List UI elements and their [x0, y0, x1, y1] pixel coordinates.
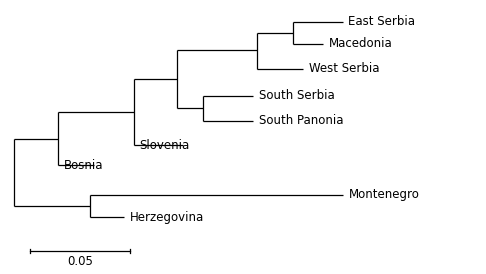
Text: Herzegovina: Herzegovina — [130, 211, 204, 224]
Text: West Serbia: West Serbia — [309, 62, 379, 75]
Text: South Serbia: South Serbia — [259, 89, 335, 102]
Text: Slovenia: Slovenia — [139, 139, 190, 152]
Text: Macedonia: Macedonia — [329, 37, 392, 50]
Text: East Serbia: East Serbia — [348, 15, 416, 28]
Text: 0.05: 0.05 — [67, 255, 93, 268]
Text: Montenegro: Montenegro — [348, 189, 419, 201]
Text: South Panonia: South Panonia — [259, 114, 344, 127]
Text: Bosnia: Bosnia — [64, 159, 104, 172]
